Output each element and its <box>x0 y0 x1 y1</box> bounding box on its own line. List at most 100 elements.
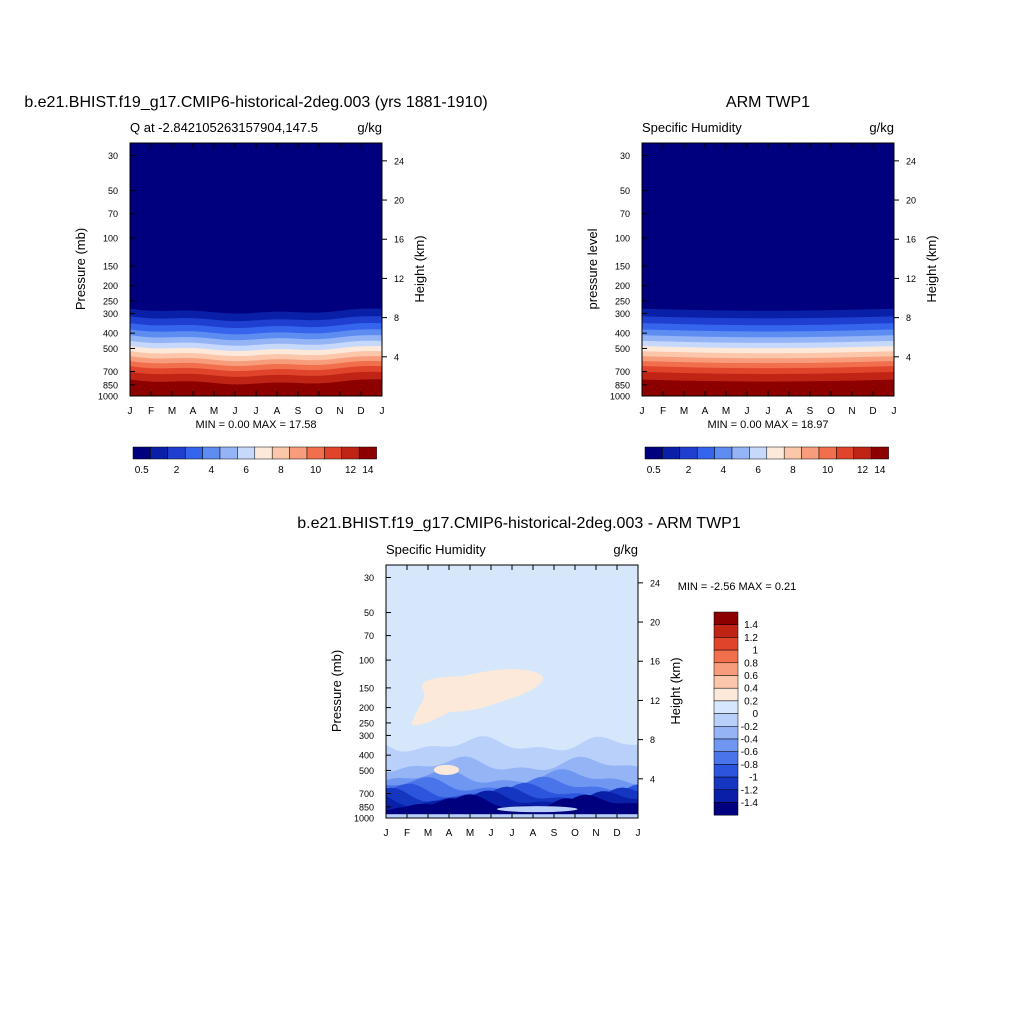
colorbar-swatch <box>289 446 308 460</box>
colorbar-swatch <box>202 446 221 460</box>
pressure-tick-label: 70 <box>108 209 118 219</box>
pressure-tick-label: 400 <box>615 329 630 339</box>
pressure-tick-label: 200 <box>615 281 630 291</box>
pressure-tick-label: 100 <box>103 234 118 244</box>
pressure-tick-label: 300 <box>359 731 374 741</box>
x-tick-label: M <box>168 406 176 417</box>
height-tick-label: 24 <box>394 156 404 166</box>
x-tick-label: F <box>404 828 410 839</box>
colorbar-label: 0 <box>752 709 758 720</box>
panel-obs-min-max: MIN = 0.00 MAX = 18.97 <box>707 419 828 431</box>
colorbar-label: 6 <box>243 465 249 476</box>
colorbar-swatch <box>713 687 739 702</box>
height-tick-label: 20 <box>650 618 660 628</box>
panel-model-min-max: MIN = 0.00 MAX = 17.58 <box>195 419 316 431</box>
x-tick-label: D <box>869 406 876 417</box>
panel-diff-height-axis: 24 20 16 12 8 4 <box>638 578 660 784</box>
colorbar-swatch <box>254 446 273 460</box>
x-tick-label: M <box>424 828 432 839</box>
height-tick-label: 4 <box>906 352 911 362</box>
colorbar-swatch <box>662 446 681 460</box>
colorbar-swatch <box>358 446 377 460</box>
panel-diff-field <box>386 565 638 818</box>
colorbar-swatch <box>870 446 889 460</box>
pressure-tick-label: 100 <box>615 234 630 244</box>
pressure-tick-label: 30 <box>364 573 374 583</box>
colorbar-label: 1 <box>752 646 758 657</box>
height-tick-label: 24 <box>906 156 916 166</box>
colorbar-swatch <box>749 446 768 460</box>
colorbar-swatch <box>219 446 238 460</box>
x-tick-label: A <box>530 828 537 839</box>
x-tick-label: D <box>613 828 620 839</box>
panel-obs-pressure-axis: 30 50 70 100 150 200 250 300 400 500 700 850 1000 <box>610 151 647 402</box>
panel-model-title: b.e21.BHIST.f19_g17.CMIP6-historical-2de… <box>24 94 487 111</box>
panel-model-field <box>130 143 382 396</box>
colorbar-swatch <box>766 446 785 460</box>
height-tick-label: 16 <box>650 657 660 667</box>
colorbar-swatch <box>713 738 739 752</box>
colorbar-label: 2 <box>686 465 692 476</box>
x-tick-label: M <box>680 406 688 417</box>
x-tick-label: J <box>384 828 389 839</box>
x-tick-label: J <box>636 828 641 839</box>
colorbar-swatch <box>853 446 872 460</box>
x-tick-label: N <box>336 406 343 417</box>
panel-diff-left-label: Specific Humidity <box>386 542 486 557</box>
x-tick-label: A <box>702 406 709 417</box>
panel-model-ylabel-right: Height (km) <box>412 235 427 302</box>
x-tick-label: O <box>315 406 323 417</box>
pressure-tick-label: 250 <box>103 296 118 306</box>
panel-diff-units: g/kg <box>613 542 638 557</box>
x-tick-label: J <box>128 406 133 417</box>
height-tick-label: 4 <box>394 352 399 362</box>
height-tick-label: 4 <box>650 774 655 784</box>
pressure-tick-label: 300 <box>103 309 118 319</box>
x-tick-label: J <box>510 828 515 839</box>
colorbar-label: 0.5 <box>647 465 661 476</box>
x-tick-label: N <box>592 828 599 839</box>
colorbar-swatch <box>150 446 169 460</box>
panel-model-left-label: Q at -2.842105263157904,147.5 <box>130 120 318 135</box>
pressure-tick-label: 50 <box>108 186 118 196</box>
colorbar-label: 0.2 <box>744 696 758 707</box>
colorbar-label: 1.2 <box>744 633 758 644</box>
colorbar-swatch <box>731 446 750 460</box>
x-tick-label: J <box>640 406 645 417</box>
colorbar-swatch <box>801 446 820 460</box>
x-tick-label: M <box>210 406 218 417</box>
x-tick-label: M <box>722 406 730 417</box>
colorbar-swatch <box>713 662 739 676</box>
field-surface-pocket <box>496 806 578 813</box>
colorbar-label: -0.8 <box>741 760 759 771</box>
colorbar-swatch <box>324 446 343 460</box>
x-tick-label: A <box>274 406 281 417</box>
pressure-tick-label: 700 <box>615 367 630 377</box>
colorbar-swatch <box>306 446 325 460</box>
panel-obs-ylabel-right: Height (km) <box>924 235 939 302</box>
pressure-tick-label: 250 <box>359 718 374 728</box>
colorbar-swatch <box>696 446 715 460</box>
colorbar-swatch <box>713 675 739 689</box>
colorbar-swatch <box>714 446 733 460</box>
x-tick-label: J <box>233 406 238 417</box>
x-tick-label: A <box>786 406 793 417</box>
colorbar-swatch <box>271 446 290 460</box>
pressure-tick-label: 850 <box>359 802 374 812</box>
colorbar-label: 4 <box>209 465 215 476</box>
height-tick-label: 20 <box>394 196 404 206</box>
colorbar-label: 10 <box>822 465 834 476</box>
panel-obs: ARM TWP1 Specific Humidity g/kg J F M A M J J A… <box>585 94 939 476</box>
x-tick-label: D <box>357 406 364 417</box>
colorbar-swatch <box>818 446 837 460</box>
x-tick-label: J <box>892 406 897 417</box>
colorbar-swatch <box>167 446 186 460</box>
pressure-tick-label: 200 <box>103 281 118 291</box>
height-tick-label: 16 <box>394 235 404 245</box>
height-tick-label: 8 <box>650 735 655 745</box>
pressure-tick-label: 250 <box>615 296 630 306</box>
height-tick-label: 16 <box>906 235 916 245</box>
colorbar-swatch <box>679 446 698 460</box>
height-tick-label: 12 <box>650 696 660 706</box>
